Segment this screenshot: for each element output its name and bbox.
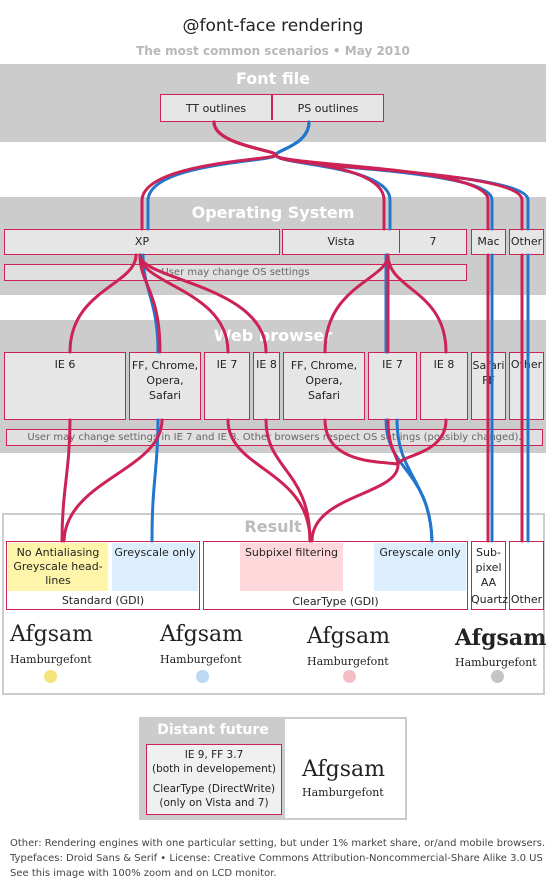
future-line2: (both in developement) [151, 763, 277, 775]
sample-quartz: Afgsam [455, 625, 546, 651]
sample-standard-noaa-small: Hamburgefont [10, 653, 92, 666]
browser-ff-vista-line3: Safari [308, 389, 340, 402]
tt-to-vista [212, 120, 386, 231]
future-line1: IE 9, FF 3.7 [184, 749, 244, 761]
dot-pink [343, 670, 356, 683]
tt-xp-to-ie7 [138, 253, 230, 354]
greyscale-cleartype-cell: Greyscale only [374, 543, 466, 591]
tt-ie7xp-to-subpixel [226, 418, 312, 543]
no-aa-line2: Greyscale head- [13, 560, 103, 573]
footer-line1: Other: Rendering engines with one partic… [10, 838, 546, 849]
sample-standard-noaa: Afgsam [10, 622, 93, 647]
browser-ff-xp-line3: Safari [149, 389, 181, 402]
os-vista-divider [399, 230, 400, 253]
os-other-box: Other [509, 229, 544, 255]
ps-outlines-label: PS outlines [297, 102, 359, 115]
distant-future-box: IE 9, FF 3.7 (both in developement) Clea… [146, 744, 282, 815]
sample-greyscale-small: Hamburgefont [160, 653, 242, 666]
browser-settings-note: User may change settings in IE 7 and IE … [6, 429, 543, 446]
browser-ff-vista-line2: Opera, [305, 374, 343, 387]
tt-vista-to-subpixel [310, 463, 400, 543]
tt-ffv-merge [323, 418, 400, 467]
page-title: @font-face rendering [182, 16, 364, 36]
no-aa-line3: lines [45, 574, 71, 587]
result-other-label: Other [510, 593, 543, 606]
dot-blue [196, 670, 209, 683]
tt-xp-to-ff [138, 253, 162, 354]
ps-vista-to-grey [395, 418, 434, 543]
standard-gdi-label: Standard (GDI) [61, 594, 145, 607]
tt-outlines-label: TT outlines [185, 102, 247, 115]
font-file-band-title: Font file [235, 69, 311, 88]
result-title: Result [244, 517, 302, 536]
browser-ff-vista-line1: FF, Chrome, [290, 359, 358, 372]
sample-cleartype-small: Hamburgefont [307, 655, 389, 668]
cleartype-gdi-label: ClearType (GDI) [292, 595, 379, 608]
browser-ff-vista-box: FF, Chrome, Opera, Safari [283, 352, 365, 420]
ps-to-other [274, 120, 530, 231]
dot-grey [491, 670, 504, 683]
quartz-group [471, 541, 506, 610]
distant-future-title: Distant future [157, 722, 269, 738]
footer-line3: See this image with 100% zoom and on LCD… [10, 868, 277, 879]
mac-subpixel-aa-cell: Sub- pixel AA [471, 545, 506, 590]
browser-ff-xp-line1: FF, Chrome, [131, 359, 199, 372]
no-antialiasing-cell: No Antialiasing Greyscale head- lines [8, 543, 108, 591]
tt-xp-to-ie6 [68, 253, 138, 354]
tt-vista-to-ie8 [386, 253, 448, 354]
ps-to-vista [274, 120, 392, 231]
tt-ie8v-merge [396, 418, 448, 467]
ps-ie7-to-grey [384, 418, 434, 543]
page-subtitle: The most common scenarios • May 2010 [136, 44, 410, 58]
tt-xp-to-ie8 [138, 253, 268, 354]
browser-ff-xp-box: FF, Chrome, Opera, Safari [129, 352, 201, 420]
browser-ie8-xp-box: IE 8 [253, 352, 280, 420]
os-vista-label: Vista [327, 235, 355, 248]
greyscale-standard-cell: Greyscale only [112, 543, 198, 591]
browser-ie7-vista-box: IE 7 [368, 352, 417, 420]
os-settings-note: User may change OS settings [4, 264, 467, 281]
browser-ie6-box: IE 6 [4, 352, 126, 420]
tt-to-other [212, 120, 524, 231]
result-other-group [509, 541, 544, 610]
font-file-box: TT outlines PS outlines [160, 94, 384, 122]
mac-line3: AA [480, 576, 497, 589]
tt-ie8xp-to-subpixel [264, 418, 312, 543]
sample-directwrite: Afgsam [302, 757, 385, 782]
dot-yellow [44, 670, 57, 683]
sample-greyscale: Afgsam [160, 622, 243, 647]
tt-outline-lines [60, 120, 524, 543]
operating-system-band-title: Operating System [191, 203, 355, 222]
no-aa-line1: No Antialiasing [16, 546, 100, 559]
sample-cleartype: Afgsam [307, 624, 390, 649]
quartz-label: Quartz [471, 593, 508, 606]
tt-ie6-to-noaa [60, 418, 72, 543]
mac-line1: Sub- [476, 546, 501, 559]
tt-vista-to-ff [323, 253, 390, 354]
footer-line2: Typefaces: Droid Sans & Serif • License:… [10, 853, 543, 864]
future-line3: ClearType (DirectWrite) [152, 783, 276, 795]
future-line4: (only on Vista and 7) [159, 797, 269, 809]
web-browser-band-title: Web browser [213, 326, 333, 345]
browser-ie8-vista-box: IE 8 [420, 352, 468, 420]
mac-line2: pixel [475, 561, 502, 574]
tt-to-xp [140, 120, 278, 231]
font-file-divider [271, 95, 273, 120]
os-7-label: 7 [429, 235, 437, 248]
os-vista-7-box: Vista 7 [282, 229, 467, 255]
sample-quartz-small: Hamburgefont [455, 656, 537, 669]
sample-directwrite-small: Hamburgefont [302, 786, 384, 799]
tt-ff-to-noaa [62, 418, 164, 543]
subpixel-filtering-cell: Subpixel filtering [240, 543, 343, 591]
browser-ff-xp-line2: Opera, [146, 374, 184, 387]
